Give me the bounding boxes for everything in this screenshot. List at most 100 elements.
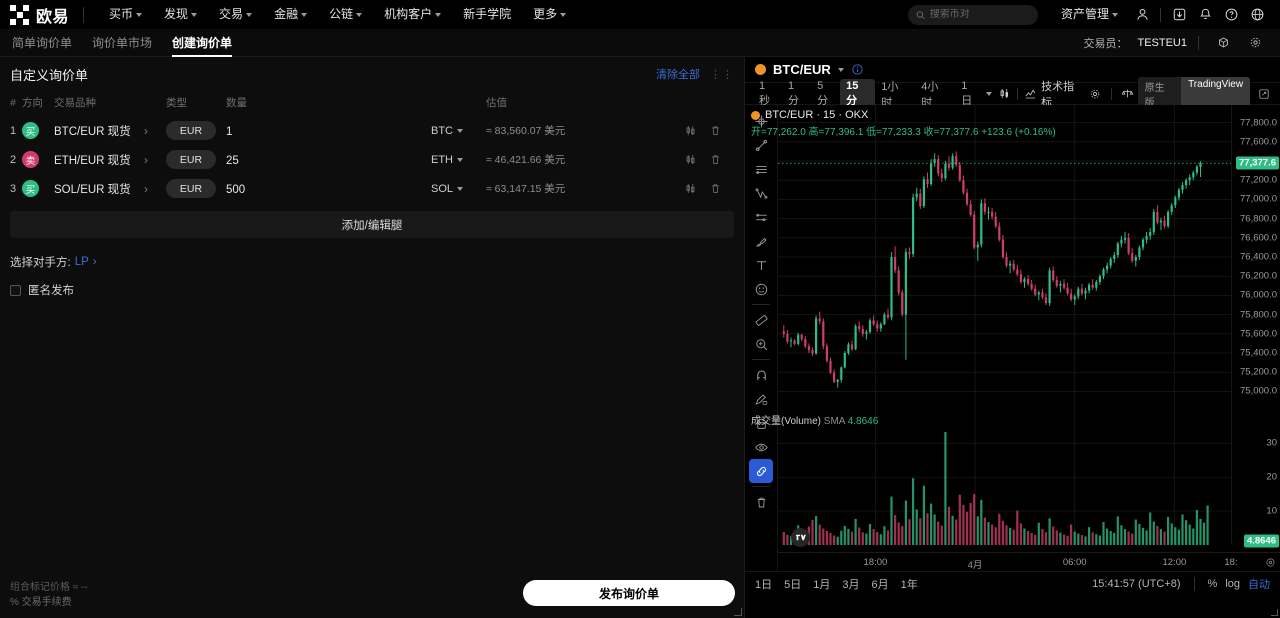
- range-1mo[interactable]: 1月: [813, 578, 831, 591]
- timeframe-4h[interactable]: 4小时: [921, 80, 939, 109]
- range-1d[interactable]: 1日: [755, 578, 773, 591]
- user-icon[interactable]: [1129, 2, 1155, 28]
- row-type-cell[interactable]: EUR: [166, 145, 226, 174]
- row-quantity-cell[interactable]: 25: [226, 145, 431, 174]
- long-position-icon[interactable]: [749, 205, 773, 229]
- help-icon[interactable]: [1218, 2, 1244, 28]
- axis-settings-icon[interactable]: [1262, 553, 1278, 571]
- timeframe-1s[interactable]: 1秒: [759, 79, 770, 107]
- row-type-cell[interactable]: EUR: [166, 116, 226, 145]
- chart-canvas-area[interactable]: BTC/EUR · 15 · OKX 开=77,262.0 高=77,396.1…: [745, 105, 1280, 571]
- timeframe-1d[interactable]: 1日: [961, 79, 973, 107]
- timeframe-15m[interactable]: 15分: [840, 78, 876, 109]
- fullscreen-icon[interactable]: [1256, 86, 1272, 102]
- candle-icon[interactable]: [684, 153, 697, 166]
- search-input[interactable]: [929, 9, 1030, 20]
- okx-logo[interactable]: 欧易: [10, 3, 69, 27]
- bell-icon[interactable]: [1192, 2, 1218, 28]
- nav-item-chain[interactable]: 公链: [318, 0, 373, 29]
- currency-select[interactable]: ETH: [431, 154, 486, 166]
- row-type-cell[interactable]: EUR: [166, 174, 226, 203]
- quantity-input[interactable]: 25: [226, 154, 239, 167]
- nav-item-trade[interactable]: 交易: [208, 0, 263, 29]
- row-instrument-cell[interactable]: ETH/EUR 现货: [54, 145, 144, 174]
- chevron-down-icon[interactable]: [986, 91, 993, 96]
- link-icon[interactable]: [749, 459, 773, 483]
- brush-icon[interactable]: [749, 229, 773, 253]
- type-pill[interactable]: EUR: [166, 121, 216, 140]
- row-expand-cell[interactable]: ›: [144, 174, 166, 203]
- auto-toggle[interactable]: 自动: [1248, 578, 1270, 591]
- time-axis[interactable]: 18:00 4月 06:00 12:00 18:: [778, 552, 1280, 571]
- resize-handle[interactable]: [734, 608, 742, 616]
- range-6mo[interactable]: 6月: [871, 578, 889, 591]
- row-currency-cell[interactable]: ETH: [431, 145, 486, 174]
- row-instrument-cell[interactable]: SOL/EUR 现货: [54, 174, 144, 203]
- tradingview-logo[interactable]: [791, 528, 810, 547]
- delete-icon[interactable]: [709, 153, 722, 166]
- view-mode-switch[interactable]: 原生版 TradingView: [1137, 76, 1251, 111]
- percent-toggle[interactable]: %: [1207, 577, 1218, 590]
- log-toggle[interactable]: log: [1225, 577, 1240, 590]
- nav-item-academy[interactable]: 新手学院: [452, 0, 522, 29]
- delete-icon[interactable]: [709, 124, 722, 137]
- candle-icon[interactable]: [684, 182, 697, 195]
- add-edit-leg-button[interactable]: 添加/编辑腿: [10, 211, 734, 238]
- tab-create-rfq[interactable]: 创建询价单: [172, 29, 233, 57]
- gear-icon[interactable]: [1085, 85, 1105, 103]
- trend-line-icon[interactable]: [749, 133, 773, 157]
- magnet-icon[interactable]: [749, 363, 773, 387]
- nav-item-finance[interactable]: 金融: [263, 0, 318, 29]
- clear-all-button[interactable]: 清除全部: [656, 69, 700, 81]
- horizontal-lines-icon[interactable]: [749, 157, 773, 181]
- plot-region[interactable]: [778, 105, 1231, 571]
- timeframe-1h[interactable]: 1小时: [881, 80, 899, 109]
- nav-item-more[interactable]: 更多: [522, 0, 577, 29]
- resize-handle[interactable]: [1271, 609, 1278, 616]
- timeframe-5m[interactable]: 5分: [817, 79, 829, 107]
- info-icon[interactable]: [851, 63, 864, 76]
- drag-handle-icon[interactable]: ⋮⋮: [710, 68, 734, 81]
- row-currency-cell[interactable]: SOL: [431, 174, 486, 203]
- timeframe-1m[interactable]: 1分: [788, 79, 800, 107]
- publish-rfq-button[interactable]: 发布询价单: [523, 580, 735, 606]
- search-box[interactable]: [907, 4, 1038, 25]
- counterparty-value[interactable]: LP: [74, 256, 89, 268]
- lock-icon[interactable]: [749, 411, 773, 435]
- anonymous-publish-row[interactable]: 匿名发布: [10, 282, 744, 298]
- zoom-icon[interactable]: [749, 332, 773, 356]
- quantity-input[interactable]: 500: [226, 183, 246, 196]
- download-icon[interactable]: [1166, 2, 1192, 28]
- candle-type-icon[interactable]: [998, 87, 1011, 100]
- quantity-input[interactable]: 1: [226, 125, 233, 138]
- nav-item-buy[interactable]: 买币: [98, 0, 153, 29]
- indicators-button[interactable]: 技术指标: [1024, 78, 1085, 110]
- chevron-down-icon[interactable]: [837, 68, 844, 72]
- chevron-right-icon[interactable]: ›: [144, 152, 148, 167]
- trash-icon[interactable]: [749, 490, 773, 514]
- emoji-icon[interactable]: [749, 277, 773, 301]
- row-quantity-cell[interactable]: 500: [226, 174, 431, 203]
- chevron-right-icon[interactable]: ›: [144, 181, 148, 196]
- assets-menu[interactable]: 资产管理: [1050, 0, 1129, 29]
- table-row[interactable]: 1 买 BTC/EUR 现货 › EUR: [0, 116, 744, 145]
- tab-rfq-market[interactable]: 询价单市场: [92, 35, 153, 50]
- cube-icon[interactable]: [1210, 30, 1236, 56]
- delete-icon[interactable]: [709, 182, 722, 195]
- text-icon[interactable]: [749, 253, 773, 277]
- ruler-icon[interactable]: [749, 308, 773, 332]
- eye-icon[interactable]: [749, 435, 773, 459]
- globe-icon[interactable]: [1244, 2, 1270, 28]
- gear-icon[interactable]: [1242, 30, 1268, 56]
- pencil-lock-icon[interactable]: [749, 387, 773, 411]
- view-native-option[interactable]: 原生版: [1144, 82, 1165, 109]
- type-pill[interactable]: EUR: [166, 150, 216, 169]
- range-1y[interactable]: 1年: [900, 578, 918, 591]
- row-instrument-cell[interactable]: BTC/EUR 现货: [54, 116, 144, 145]
- tab-simple-rfq[interactable]: 简单询价单: [12, 35, 73, 50]
- fib-pattern-icon[interactable]: [749, 181, 773, 205]
- row-currency-cell[interactable]: BTC: [431, 116, 486, 145]
- candle-icon[interactable]: [684, 124, 697, 137]
- row-quantity-cell[interactable]: 1: [226, 116, 431, 145]
- crosshair-icon[interactable]: [749, 109, 773, 133]
